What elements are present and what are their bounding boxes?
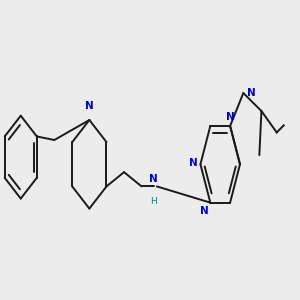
Text: N: N xyxy=(226,112,235,122)
Text: N: N xyxy=(189,158,198,168)
Text: H: H xyxy=(150,197,157,206)
Text: N: N xyxy=(85,101,94,111)
Text: N: N xyxy=(149,174,158,184)
Text: N: N xyxy=(200,206,209,216)
Text: N: N xyxy=(247,88,256,98)
